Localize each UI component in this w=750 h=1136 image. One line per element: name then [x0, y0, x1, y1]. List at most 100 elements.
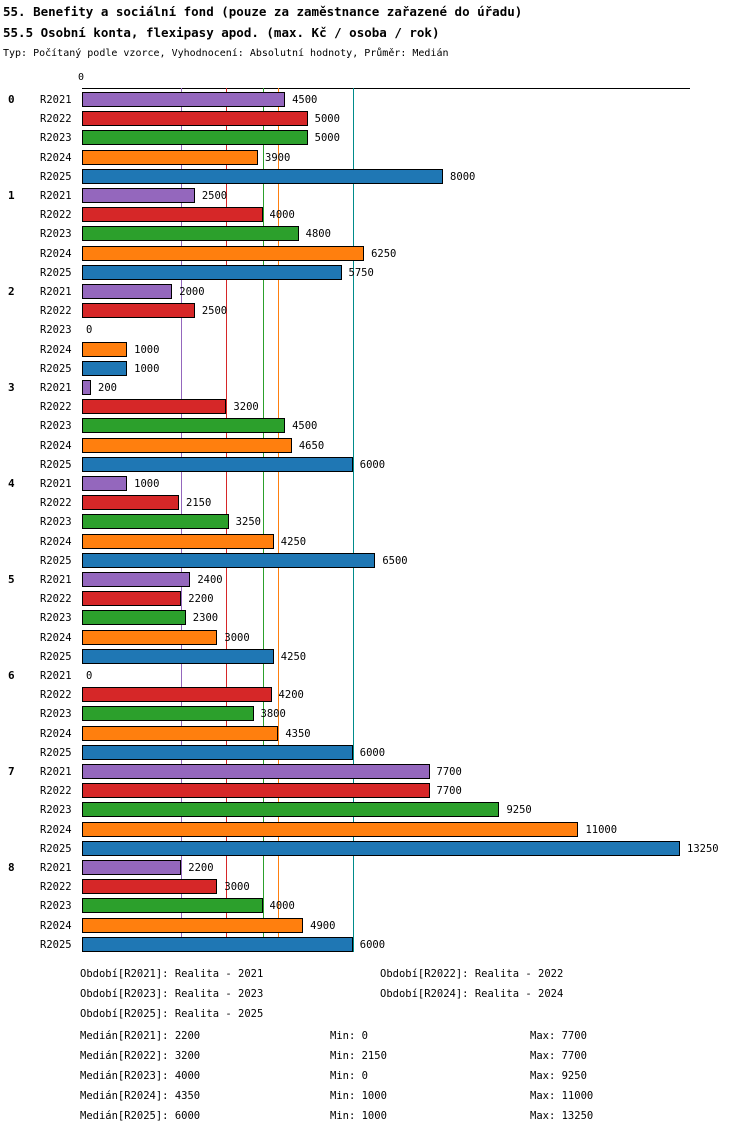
bar-group4-R2024 [82, 533, 274, 549]
series-row-label: R2025 [40, 554, 72, 567]
series-row-label: R2021 [40, 286, 72, 298]
bar-group1-R2021 [82, 188, 195, 203]
bar-group3-R2022 [82, 399, 227, 415]
stat-median-r2024: Medián[R2024]: 4350 [80, 1090, 201, 1102]
bar-group1-R2024 [82, 245, 365, 261]
group-label-7: 7 [8, 765, 15, 778]
bar-group1-R2023 [82, 226, 299, 242]
series-row-label: R2023 [40, 900, 72, 913]
bar-value-label: 3800 [260, 708, 286, 721]
series-row-label: R2022 [40, 401, 72, 414]
stat-max-r2022: Max: 7700 [530, 1050, 587, 1062]
stat-min-r2025: Min: 1000 [330, 1110, 387, 1122]
series-row-label: R2024 [40, 727, 72, 740]
bar-group5-R2023 [82, 610, 186, 626]
bar-group0-R2024 [82, 149, 258, 165]
stat-median-r2023: Medián[R2023]: 4000 [80, 1070, 201, 1082]
bar-group7-R2023 [82, 802, 500, 818]
bar-value-label: 2200 [188, 593, 214, 606]
series-row-label: R2022 [40, 593, 72, 606]
bar-value-label: 4200 [278, 689, 304, 702]
x-axis-zero-tick-label: 0 [78, 72, 85, 83]
bar-value-label: 2500 [201, 305, 228, 318]
bar-value-label: 4250 [280, 535, 307, 548]
bar-group0-R2022 [82, 111, 308, 127]
bar-group3-R2024 [82, 437, 292, 453]
bar-group5-R2024 [82, 629, 218, 645]
series-row-label: R2024 [40, 631, 72, 644]
bar-value-label: 6000 [359, 938, 386, 951]
bar-value-label: 5750 [348, 266, 374, 279]
series-row-label: R2024 [40, 823, 72, 836]
bar-value-label: 8000 [450, 170, 476, 183]
bar-value-label: 4900 [310, 919, 336, 932]
series-row-label: R2022 [40, 785, 72, 798]
series-row-label: R2021 [40, 766, 72, 778]
bar-value-label: 0 [86, 670, 93, 682]
stat-max-r2023: Max: 9250 [530, 1070, 587, 1082]
chart-meta-line: Typ: Počítaný podle vzorce, Vyhodnocení:… [3, 48, 449, 59]
group-label-2: 2 [8, 285, 15, 298]
series-row-label: R2021 [40, 382, 72, 394]
group-label-6: 6 [8, 669, 15, 682]
bar-group4-R2025 [82, 552, 376, 568]
bar-group8-R2021 [82, 860, 182, 875]
series-row-label: R2021 [40, 862, 72, 874]
bar-group6-R2022 [82, 687, 272, 703]
bar-group7-R2025 [82, 840, 680, 856]
bar-value-label: 7700 [436, 766, 462, 778]
series-row-label: R2022 [40, 881, 72, 894]
series-row-label: R2023 [40, 132, 72, 145]
bar-group3-R2021 [82, 380, 92, 395]
bar-value-label: 2300 [192, 612, 219, 625]
series-row-label: R2025 [40, 938, 72, 951]
series-row-label: R2023 [40, 228, 72, 241]
series-row-label: R2024 [40, 151, 72, 164]
bar-value-label: 2400 [197, 574, 223, 586]
bar-value-label: 6000 [359, 458, 386, 471]
stat-median-r2025: Medián[R2025]: 6000 [80, 1110, 201, 1122]
bar-group6-R2024 [82, 725, 279, 741]
legend-item-r2023: Období[R2023]: Realita - 2023 [80, 988, 264, 1000]
legend: Období[R2021]: Realita - 2021 Období[R20… [80, 968, 700, 1028]
bar-group5-R2022 [82, 591, 182, 607]
chart-title: 55. Benefity a sociální fond (pouze za z… [3, 4, 523, 19]
bar-value-label: 4000 [269, 900, 295, 913]
series-row-label: R2023 [40, 324, 72, 337]
bar-value-label: 5000 [314, 113, 340, 126]
bar-value-label: 13250 [687, 842, 719, 855]
bar-value-label: 4500 [292, 420, 318, 433]
median-line-R2023 [262, 88, 264, 952]
series-row-label: R2022 [40, 209, 72, 222]
bar-value-label: 2200 [188, 862, 214, 874]
series-row-label: R2024 [40, 439, 72, 452]
stat-max-r2021: Max: 7700 [530, 1030, 587, 1042]
legend-item-r2022: Období[R2022]: Realita - 2022 [380, 968, 564, 980]
series-row-label: R2025 [40, 266, 72, 279]
bar-value-label: 4350 [285, 727, 311, 740]
series-row-label: R2022 [40, 497, 72, 510]
bar-group4-R2021 [82, 476, 128, 491]
bar-group8-R2022 [82, 879, 218, 895]
group-label-4: 4 [8, 477, 15, 490]
series-row-label: R2024 [40, 343, 72, 356]
series-row-label: R2021 [40, 478, 72, 490]
series-row-label: R2024 [40, 535, 72, 548]
bar-group8-R2024 [82, 917, 304, 933]
bar-value-label: 200 [98, 382, 117, 394]
median-line-R2025 [352, 88, 354, 952]
bar-value-label: 6000 [359, 746, 386, 759]
bar-value-label: 4250 [280, 650, 307, 663]
series-row-label: R2022 [40, 113, 72, 126]
bar-group5-R2025 [82, 648, 274, 664]
bar-value-label: 6250 [371, 247, 397, 260]
bar-value-label: 1000 [134, 343, 160, 356]
bar-group7-R2021 [82, 764, 430, 779]
series-row-label: R2024 [40, 247, 72, 260]
series-row-label: R2021 [40, 190, 72, 202]
series-row-label: R2025 [40, 746, 72, 759]
bar-group1-R2025 [82, 264, 342, 280]
bar-value-label: 3250 [235, 516, 261, 529]
series-row-label: R2023 [40, 612, 72, 625]
median-line-R2024 [278, 88, 280, 952]
